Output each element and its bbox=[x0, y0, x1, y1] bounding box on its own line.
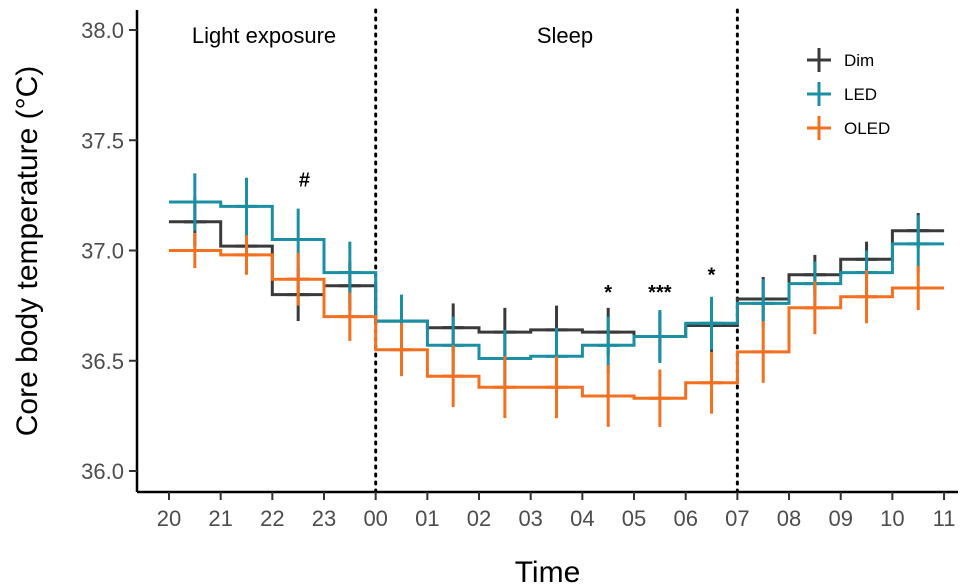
significance-marker: *** bbox=[648, 282, 672, 304]
legend-item-dim: Dim bbox=[807, 48, 874, 72]
significance-marker: # bbox=[299, 170, 310, 192]
x-tick-label: 10 bbox=[880, 506, 904, 531]
region-labels: Light exposure Sleep bbox=[192, 23, 593, 48]
annotations: #* **** bbox=[299, 170, 716, 304]
x-tick-label: 23 bbox=[312, 506, 336, 531]
x-tick-label: 03 bbox=[518, 506, 542, 531]
x-tick-label: 20 bbox=[157, 506, 181, 531]
x-tick-label: 09 bbox=[828, 506, 852, 531]
y-tick-label: 37.0 bbox=[81, 239, 124, 264]
axes: 20 21 22 23 00 01 02 03 04 05 06 07 08 09 10 11 36.0 36.5… bbox=[81, 10, 958, 531]
y-tick-label: 37.5 bbox=[81, 128, 124, 153]
x-tick-label: 06 bbox=[673, 506, 697, 531]
region-label: Light exposure bbox=[192, 23, 336, 48]
significance-marker: * bbox=[604, 282, 612, 304]
x-tick-label: 08 bbox=[777, 506, 801, 531]
significance-marker: * bbox=[708, 264, 716, 286]
series-oled bbox=[169, 232, 945, 427]
x-tick-label: 05 bbox=[622, 506, 646, 531]
legend: Dim LED OLED bbox=[807, 48, 890, 140]
x-tick-label: 00 bbox=[363, 506, 387, 531]
legend-item-oled: OLED bbox=[807, 116, 890, 140]
x-tick-label: 21 bbox=[208, 506, 232, 531]
x-tick-label: 02 bbox=[467, 506, 491, 531]
legend-label: LED bbox=[844, 85, 877, 104]
x-tick-label: 01 bbox=[415, 506, 439, 531]
x-tick-label: 11 bbox=[933, 506, 956, 531]
x-tick-label: 07 bbox=[725, 506, 749, 531]
y-axis-title: Core body temperature (°C) bbox=[11, 66, 44, 436]
legend-item-led: LED bbox=[807, 82, 877, 106]
x-axis-title: Time bbox=[515, 556, 581, 586]
y-tick-label: 36.0 bbox=[81, 459, 124, 484]
region-boundaries bbox=[374, 8, 739, 494]
x-tick-label: 04 bbox=[570, 506, 594, 531]
legend-label: Dim bbox=[844, 51, 874, 70]
y-tick-label: 36.5 bbox=[81, 349, 124, 374]
y-tick-label: 38.0 bbox=[81, 18, 124, 43]
legend-label: OLED bbox=[844, 119, 890, 138]
series-layer bbox=[169, 173, 945, 427]
x-tick-label: 22 bbox=[260, 506, 284, 531]
region-label: Sleep bbox=[537, 23, 593, 48]
